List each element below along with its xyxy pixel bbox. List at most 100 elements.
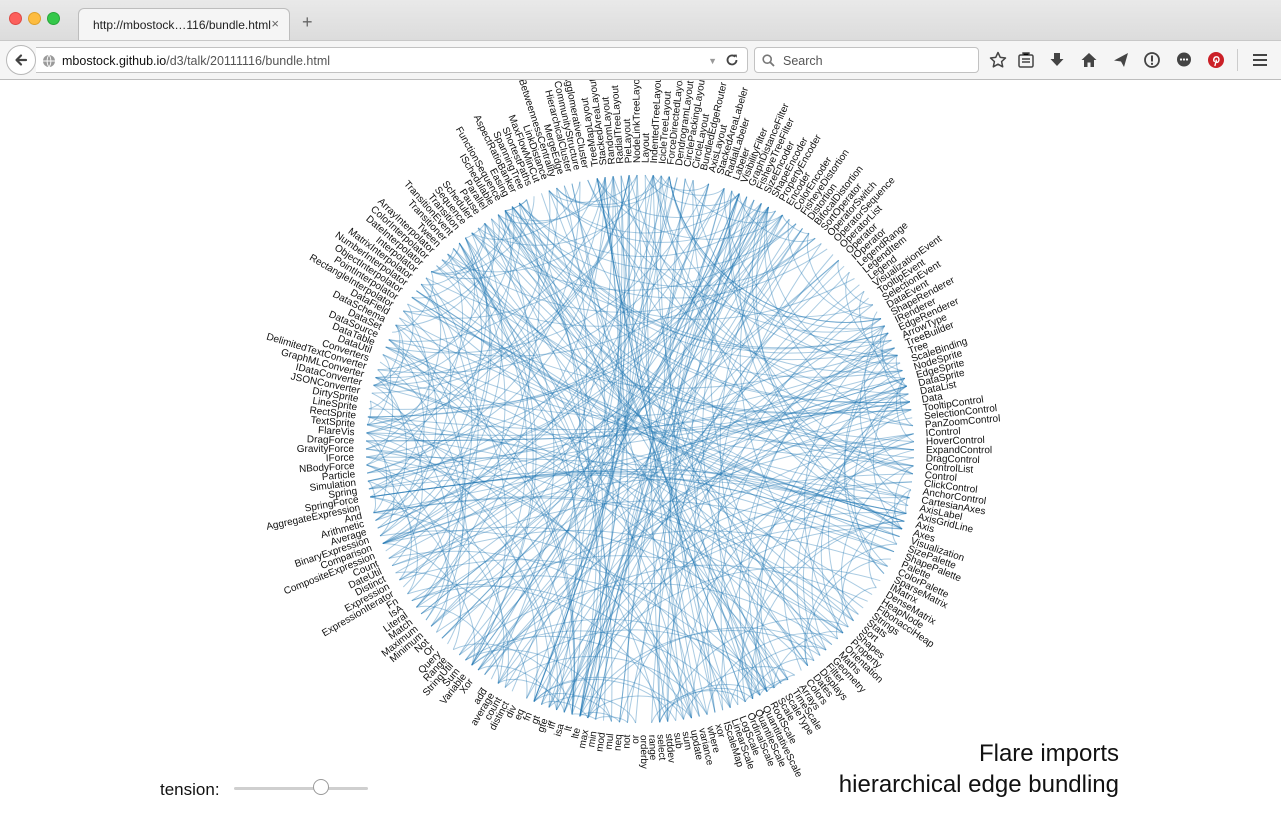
link-path bbox=[796, 401, 911, 661]
node-label[interactable]: DragForce bbox=[307, 434, 355, 446]
link-path bbox=[556, 566, 881, 711]
node-label[interactable]: Fn bbox=[385, 596, 401, 612]
link-path bbox=[720, 318, 882, 708]
close-window-button[interactable] bbox=[9, 12, 22, 25]
node-label[interactable]: Layout bbox=[641, 133, 653, 163]
node-label[interactable]: Spring bbox=[328, 486, 358, 501]
node-label[interactable]: IForce bbox=[326, 452, 355, 464]
node-label[interactable]: fn bbox=[522, 711, 535, 723]
node-label[interactable]: FlareVis bbox=[318, 425, 355, 438]
node-label[interactable]: range bbox=[646, 735, 658, 761]
reload-icon[interactable] bbox=[725, 53, 739, 67]
zoom-window-button[interactable] bbox=[47, 12, 60, 25]
node-label[interactable]: GravityForce bbox=[297, 444, 355, 455]
pinterest-icon[interactable] bbox=[1207, 51, 1225, 69]
url-text: mbostock.github.io/d3/talk/20111116/bund… bbox=[62, 54, 330, 68]
node-label[interactable]: div bbox=[504, 704, 520, 720]
node-label[interactable]: RectSprite bbox=[309, 405, 357, 421]
reading-list-icon[interactable] bbox=[1017, 51, 1035, 69]
hamburger-menu-icon[interactable] bbox=[1251, 51, 1269, 69]
link-path bbox=[388, 214, 783, 357]
link-path bbox=[368, 470, 900, 538]
node-label[interactable]: isa bbox=[553, 722, 567, 738]
node-label[interactable]: eq bbox=[513, 707, 528, 722]
node-label[interactable]: sum bbox=[680, 731, 694, 751]
node-label[interactable]: And bbox=[343, 511, 363, 526]
node-label[interactable]: sub bbox=[671, 732, 684, 750]
link-path bbox=[669, 178, 768, 692]
back-button[interactable] bbox=[6, 45, 36, 75]
node-label[interactable]: xor bbox=[712, 723, 727, 740]
link-path bbox=[382, 526, 809, 667]
node-label[interactable]: max bbox=[577, 729, 591, 750]
tension-slider-knob[interactable] bbox=[313, 779, 330, 795]
send-icon[interactable] bbox=[1112, 51, 1130, 69]
info-icon[interactable] bbox=[1143, 51, 1161, 69]
new-tab-button[interactable]: + bbox=[302, 12, 313, 32]
node-label[interactable]: Control bbox=[924, 470, 957, 484]
node-label[interactable]: NBodyForce bbox=[299, 461, 356, 475]
link-path bbox=[669, 193, 740, 717]
node-label[interactable]: lt bbox=[563, 725, 575, 733]
browser-tab[interactable]: http://mbostock…116/bundle.html × bbox=[78, 8, 290, 40]
link-path bbox=[859, 332, 909, 507]
node-label[interactable]: or bbox=[630, 734, 641, 744]
link-path bbox=[668, 176, 882, 323]
node-label[interactable]: min bbox=[586, 730, 599, 748]
url-bar[interactable]: mbostock.github.io/d3/talk/20111116/bund… bbox=[36, 47, 748, 73]
link-path bbox=[843, 354, 898, 574]
node-label[interactable]: HoverControl bbox=[926, 435, 985, 448]
node-label[interactable]: Simulation bbox=[309, 478, 357, 494]
node-label[interactable]: not bbox=[621, 734, 633, 749]
node-label[interactable]: gt bbox=[529, 714, 542, 726]
search-icon bbox=[762, 54, 775, 67]
node-label[interactable]: gte bbox=[536, 717, 551, 734]
link-path bbox=[373, 324, 401, 386]
node-label[interactable]: neq bbox=[612, 734, 624, 751]
link-path bbox=[377, 180, 694, 529]
link-path bbox=[382, 377, 905, 544]
node-label[interactable]: orderby bbox=[638, 735, 649, 769]
link-path bbox=[619, 199, 755, 723]
node-label[interactable]: Particle bbox=[321, 469, 356, 483]
node-label[interactable]: Axis bbox=[914, 520, 935, 536]
url-dropdown-icon[interactable]: ▼ bbox=[708, 56, 717, 66]
link-path bbox=[366, 401, 910, 442]
link-path bbox=[477, 385, 907, 671]
chat-icon[interactable] bbox=[1175, 51, 1193, 69]
node-label[interactable]: TextSprite bbox=[310, 415, 356, 430]
link-path bbox=[533, 409, 912, 702]
node-label[interactable]: ControlList bbox=[925, 462, 974, 476]
link-path bbox=[366, 188, 725, 458]
node-label[interactable]: IndentedTreeLayout bbox=[649, 80, 664, 164]
node-label[interactable]: iff bbox=[546, 720, 559, 731]
link-path bbox=[436, 265, 583, 715]
node-label[interactable]: DragControl bbox=[926, 453, 980, 466]
link-path bbox=[411, 575, 761, 696]
minimize-window-button[interactable] bbox=[28, 12, 41, 25]
node-label[interactable]: stddev bbox=[663, 733, 677, 763]
node-label[interactable]: mod bbox=[594, 732, 607, 753]
link-path bbox=[471, 630, 731, 708]
link-path bbox=[667, 304, 874, 722]
bookmark-star-icon[interactable] bbox=[989, 51, 1007, 69]
search-input[interactable] bbox=[781, 51, 975, 71]
home-icon[interactable] bbox=[1080, 51, 1098, 69]
node-label[interactable]: NodeLinkTreeLayout bbox=[631, 80, 643, 163]
node-label[interactable]: ExpandControl bbox=[926, 445, 992, 456]
node-label[interactable]: select bbox=[654, 734, 667, 761]
link-path bbox=[738, 196, 903, 530]
download-icon[interactable] bbox=[1048, 51, 1066, 69]
node-label[interactable]: RadialTreeLayout bbox=[610, 85, 626, 164]
tension-slider[interactable] bbox=[234, 779, 368, 795]
node-label[interactable]: IControl bbox=[925, 426, 961, 439]
tab-close-icon[interactable]: × bbox=[271, 16, 279, 31]
node-label[interactable]: PieLayout bbox=[622, 118, 635, 163]
link-path bbox=[366, 181, 581, 474]
search-bar[interactable] bbox=[754, 47, 979, 73]
link-path bbox=[375, 218, 496, 378]
node-label[interactable]: lte bbox=[570, 727, 583, 740]
link-path bbox=[837, 260, 873, 306]
node-label[interactable]: mul bbox=[604, 733, 617, 750]
node-label[interactable]: Data bbox=[921, 391, 944, 406]
